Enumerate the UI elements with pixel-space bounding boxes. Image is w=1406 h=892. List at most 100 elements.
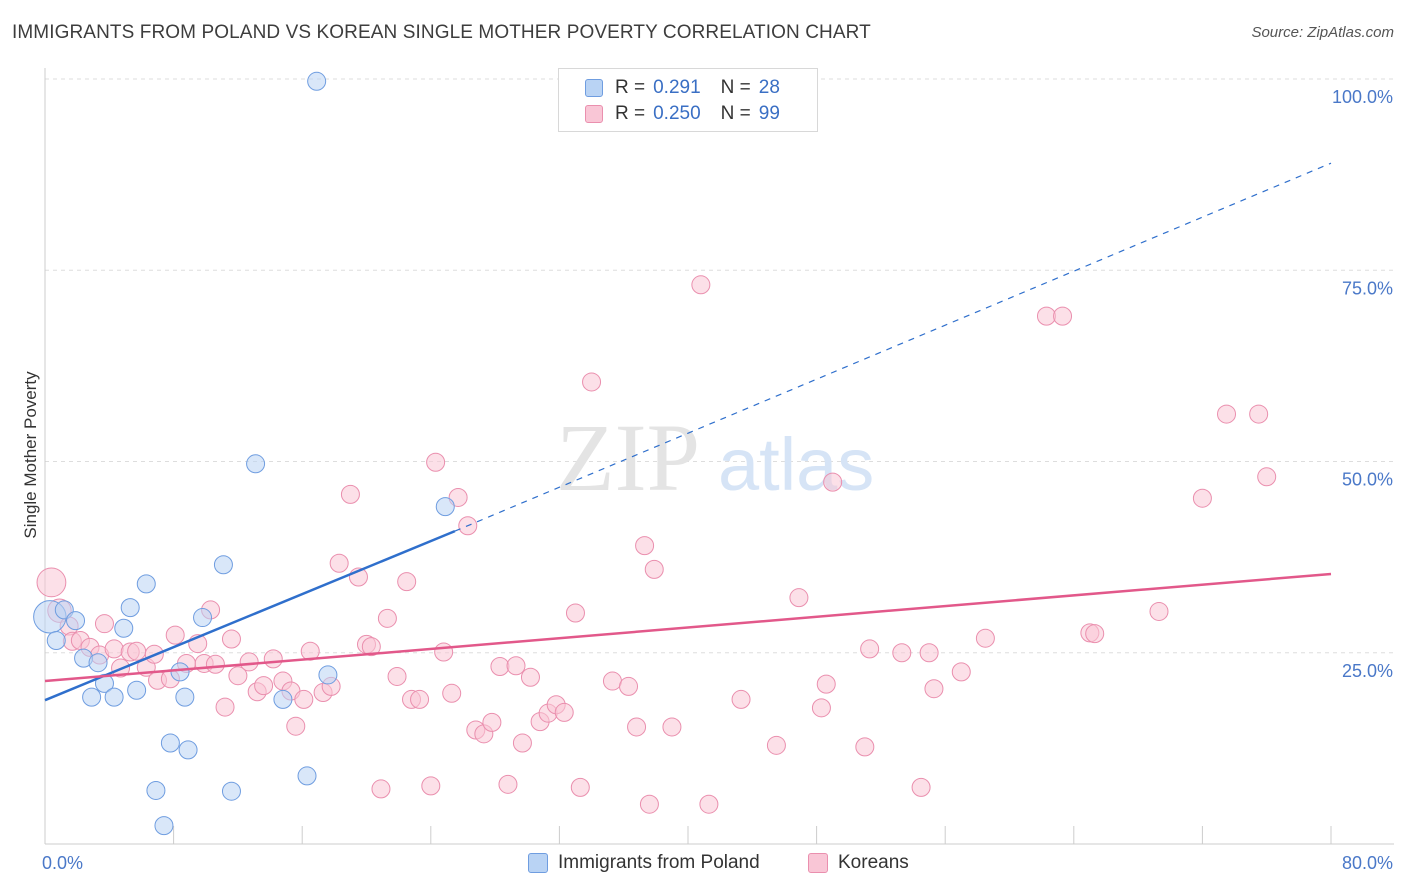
korean-point <box>377 608 397 628</box>
y-tick-label: 100.0% <box>1332 87 1393 107</box>
korean-point <box>911 777 931 797</box>
korean-point <box>1036 306 1056 326</box>
legend-r-value-poland: 0.291 <box>653 77 701 98</box>
legend-row-poland: R = 0.291 N = 28 <box>585 75 780 101</box>
poland-point <box>82 687 102 707</box>
korean-point <box>228 666 248 686</box>
watermark: ZIP atlas <box>556 404 874 511</box>
korean-point <box>490 657 510 677</box>
poland-point <box>127 680 147 700</box>
korean-point <box>975 628 995 648</box>
korean-point <box>426 452 446 472</box>
x-tick-label: 80.0% <box>1342 853 1393 873</box>
korean-point <box>300 641 320 661</box>
korean-point <box>565 603 585 623</box>
korean-trend-line <box>44 572 1332 683</box>
korean-point <box>892 643 912 663</box>
trend-lines <box>44 162 1332 702</box>
korean-point <box>639 794 659 814</box>
poland-point <box>297 766 317 786</box>
legend-n-label: N = <box>720 77 751 98</box>
poland-point <box>246 454 266 474</box>
korean-point <box>498 774 518 794</box>
korean-point <box>644 559 664 579</box>
korean-point <box>215 697 235 717</box>
chart-title: IMMIGRANTS FROM POLAND VS KOREAN SINGLE … <box>12 22 871 43</box>
korean-points <box>36 275 1277 814</box>
poland-point <box>154 816 174 836</box>
korean-point <box>387 666 407 686</box>
korean-point <box>286 716 306 736</box>
korean-point <box>371 779 391 799</box>
poland-point <box>88 653 108 673</box>
korean-point <box>554 702 574 722</box>
korean-point <box>263 649 283 669</box>
legend-r-value-korean: 0.250 <box>653 103 701 124</box>
korean-point <box>442 683 462 703</box>
korean-point <box>482 712 502 732</box>
korean-point <box>421 776 441 796</box>
korean-point <box>205 654 225 674</box>
poland-point <box>307 71 327 91</box>
watermark-atlas: atlas <box>718 423 874 506</box>
y-tick-label: 25.0% <box>1342 661 1393 681</box>
poland-point <box>46 631 66 651</box>
korean-point <box>627 717 647 737</box>
poland-point <box>318 665 338 685</box>
korean-point <box>448 487 468 507</box>
korean-point <box>434 642 454 662</box>
korean-point <box>410 689 430 709</box>
korean-point <box>1085 624 1105 644</box>
korean-point <box>919 643 939 663</box>
bottom-legend-swatch-poland <box>528 853 548 873</box>
korean-point <box>582 372 602 392</box>
korean-point <box>36 567 67 598</box>
tick-labels: 100.0% 75.0% 50.0% 25.0% 0.0% 80.0% <box>42 87 1393 873</box>
korean-point <box>397 572 417 592</box>
korean-point <box>254 676 274 696</box>
korean-point <box>823 472 843 492</box>
korean-point <box>127 641 147 661</box>
poland-trend-line <box>44 529 456 702</box>
korean-point <box>1053 306 1073 326</box>
korean-point <box>619 676 639 696</box>
korean-point <box>816 674 836 694</box>
grid-lines <box>45 78 1394 654</box>
korean-point <box>94 614 114 634</box>
korean-point <box>1257 467 1277 487</box>
korean-point <box>811 698 831 718</box>
korean-point <box>1149 601 1169 621</box>
poland-point <box>104 687 124 707</box>
korean-point <box>662 717 682 737</box>
bottom-legend-label-poland: Immigrants from Poland <box>558 852 760 873</box>
korean-point <box>699 794 719 814</box>
correlation-legend: R = 0.291 N = 28 R = 0.250 N = 99 <box>558 68 818 132</box>
chart-source: Source: ZipAtlas.com <box>1251 24 1394 41</box>
korean-point <box>1217 404 1237 424</box>
korean-point <box>512 733 532 753</box>
korean-point <box>635 536 655 556</box>
korean-point <box>165 625 185 645</box>
poland-point <box>160 733 180 753</box>
x-tick-label: 0.0% <box>42 853 83 873</box>
poland-point <box>221 781 241 801</box>
korean-point <box>221 629 241 649</box>
korean-point <box>924 679 944 699</box>
korean-point <box>602 671 622 691</box>
korean-point <box>1249 404 1269 424</box>
axes <box>44 68 1394 845</box>
legend-n-value-poland: 28 <box>758 77 780 98</box>
legend-r-label: R = <box>615 103 646 124</box>
korean-point <box>855 737 875 757</box>
legend-r-label: R = <box>615 77 646 98</box>
poland-point <box>146 780 166 800</box>
bottom-legend-label-korean: Koreans <box>838 852 909 873</box>
poland-point <box>178 740 198 760</box>
poland-trend-extension <box>454 162 1332 532</box>
korean-point <box>731 689 751 709</box>
korean-point <box>104 639 124 659</box>
korean-point <box>1192 488 1212 508</box>
korean-point <box>340 484 360 504</box>
legend-n-label: N = <box>720 103 751 124</box>
bottom-legend-swatch-korean <box>808 853 828 873</box>
